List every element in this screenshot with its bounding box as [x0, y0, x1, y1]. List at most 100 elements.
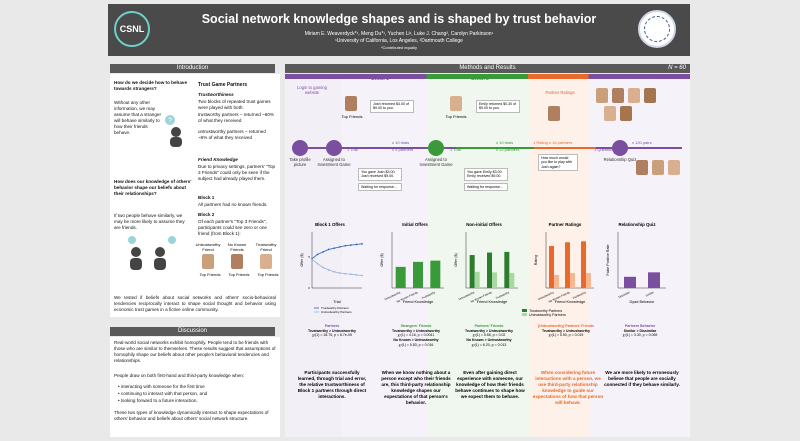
block1-return-message: Josh returned $4.00 of $9.00 to you.	[370, 100, 414, 113]
data-point	[344, 272, 347, 275]
discussion-p2: People draw on both first-hand and third…	[114, 373, 245, 378]
x-axis-label: Friend Knowledge	[555, 300, 586, 304]
intro-paragraph-2: If two people behave similarly, we may b…	[114, 213, 185, 230]
y-axis-label: Rating	[534, 255, 538, 265]
chart-title: Block 1 Offers	[315, 222, 345, 227]
fk-heading: Friend Knowledge	[198, 157, 238, 162]
data-point	[333, 270, 336, 273]
bar	[487, 252, 492, 288]
partner-photo	[202, 254, 214, 269]
timeline-gradient	[285, 74, 690, 79]
authors: Miriam E. Weaverdyck*¹, Meng Du*¹, Yuche…	[304, 31, 494, 37]
two-people-icon	[128, 236, 176, 270]
y-axis-label: Offer ($)	[300, 253, 304, 266]
block2-heading: Block 2	[198, 212, 215, 217]
partner-label-untrustworthy: Untrustworthy Friend	[195, 242, 221, 252]
top-friends-label: Top Friends	[257, 272, 279, 277]
data-point	[316, 253, 319, 256]
outcome-text: We are more likely to erroneously believ…	[604, 370, 680, 387]
data-point	[338, 272, 341, 274]
bar	[549, 246, 554, 288]
top-friends-label: Top Friends	[341, 114, 363, 119]
data-point	[327, 248, 330, 251]
y-axis-label: False Positive Rate	[606, 245, 610, 276]
bar	[565, 242, 570, 288]
data-point	[349, 244, 352, 246]
methods-panel	[285, 74, 690, 437]
bar	[395, 266, 406, 288]
data-point	[355, 274, 358, 276]
x-axis-label: Friend Knowledge	[403, 300, 434, 304]
group-icon	[428, 140, 444, 156]
data-point	[322, 266, 325, 269]
data-point	[327, 269, 330, 271]
methods-title: Methods and Results	[459, 65, 516, 71]
bar	[586, 273, 591, 288]
data-point	[333, 247, 336, 250]
step-label: Relationship Quiz	[603, 157, 637, 162]
quiz-photo	[604, 106, 616, 121]
tick-label: Dissimilar	[618, 290, 631, 299]
svg-text:?: ?	[168, 118, 172, 125]
intro-heading: Introduction	[110, 64, 275, 73]
top-friends-label: Top Friends	[199, 272, 221, 277]
discussion-p3: These two types of knowledge dynamically…	[114, 410, 269, 421]
quiz-photo	[668, 160, 680, 175]
data-point	[361, 242, 363, 245]
y-axis-label: Offer ($)	[380, 253, 384, 266]
tick-label: Trustworthy	[421, 290, 436, 300]
bar	[430, 260, 441, 288]
affiliations: ¹University of California, Los Angeles, …	[335, 38, 463, 44]
bar	[581, 241, 586, 288]
outcome-text: Even after gaining direct experience wit…	[455, 370, 525, 399]
person-question-icon: ?	[165, 115, 182, 147]
column-tint	[427, 74, 530, 437]
discussion-p1: Real-world social networks exhibit homop…	[114, 340, 276, 363]
outcome-text: Participants successfully learned, throu…	[297, 370, 367, 399]
intro-summary: We tested if beliefs about social networ…	[114, 295, 276, 312]
intro-question-1: How do we decide how to behave towards s…	[114, 80, 187, 91]
step-label: Assigned to Investment Game	[419, 157, 453, 168]
block2-reps: x 10 trials	[496, 140, 514, 145]
data-point	[338, 246, 341, 248]
quiz-pairs: x 120 pairs	[632, 140, 652, 145]
block2-wait-message: Waiting for response...	[464, 183, 508, 192]
chart-legend: Trustworthy Partners Untrustworthy Partn…	[522, 309, 566, 317]
data-point	[322, 251, 325, 253]
block1-text: All partners had no known friends.	[198, 202, 268, 207]
rating-question: How much would you like to play with Jos…	[538, 154, 578, 172]
bar	[624, 276, 636, 288]
camera-icon	[292, 140, 308, 156]
chart-title: Initial Offers	[402, 222, 428, 227]
block1-give-message: You gave Josh $3.00. Josh received $9.00…	[358, 168, 402, 181]
legend-label: Untrustworthy Partners	[321, 310, 352, 314]
stat-block: Partners Trustworthy > Untrustworthy χ²(…	[308, 324, 356, 338]
quiz-photo	[596, 88, 608, 103]
block2-partners: x 12 partners	[496, 147, 520, 152]
block1-reps: x 10 trials	[392, 140, 410, 145]
partner-photo	[548, 106, 560, 121]
discussion-heading: Discussion	[110, 327, 275, 336]
discussion-bullet: • looking forward to a future interactio…	[118, 398, 198, 403]
data-point	[361, 274, 363, 277]
top-friends-label: Top Friends	[228, 272, 250, 277]
trust-bullet-1: trustworthy partners – returned ~60% of …	[198, 112, 274, 123]
x-axis-label: Trial	[333, 300, 340, 304]
x-axis-label: Dyad Behavior	[630, 300, 656, 304]
series-line	[311, 259, 363, 277]
legend-item: Untrustworthy Partners	[522, 313, 566, 317]
block1-trial: 1 Trial	[347, 147, 358, 152]
step-label: Take profile picture	[289, 157, 311, 168]
chart-title: Relationship Quiz	[618, 222, 656, 227]
data-point	[355, 243, 358, 246]
stat-block: [Untrustworthy] Partners' Friends Trustw…	[538, 324, 594, 338]
discussion-panel: Real-world social networks exhibit homop…	[110, 337, 280, 437]
column-tint	[530, 74, 590, 437]
col-ratings: Partner Ratings	[545, 90, 575, 95]
partner-photo	[450, 96, 462, 111]
quiz-photo	[612, 88, 624, 103]
partner-label-none: No Known Friends	[227, 242, 247, 252]
tick-label: 5	[308, 255, 310, 259]
trust-text: Two blocks of repeated trust games were …	[198, 99, 271, 110]
